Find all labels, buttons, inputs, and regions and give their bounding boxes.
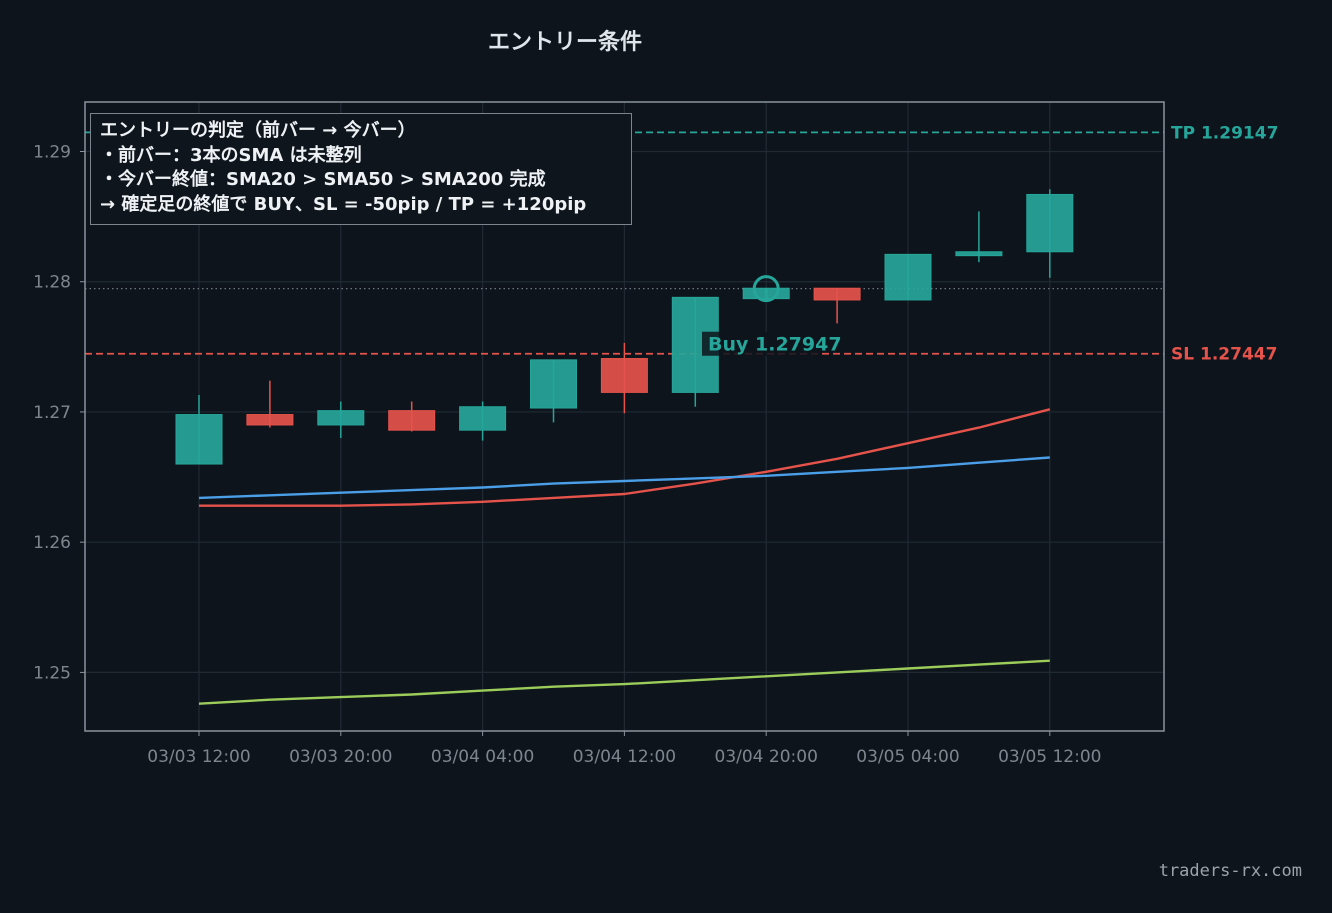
candle-up xyxy=(1026,193,1074,253)
candle-down xyxy=(246,414,294,426)
info-line-4: → 確定足の終値で BUY、SL = -50pip / TP = +120pip xyxy=(100,193,587,215)
sma-line-sma50 xyxy=(198,456,1050,500)
y-tick-label: 1.28 xyxy=(33,273,71,293)
entry-label: Buy 1.27947 xyxy=(708,334,842,356)
sma-line-sma200 xyxy=(198,659,1050,705)
info-line-2: ・前バー：3本のSMA は未整列 xyxy=(100,144,362,166)
candle-up xyxy=(459,406,507,431)
y-tick-label: 1.26 xyxy=(33,533,71,553)
entry-info-box: エントリーの判定（前バー → 今バー） ・前バー：3本のSMA は未整列 ・今バ… xyxy=(90,113,632,225)
sma-line-sma20 xyxy=(199,408,1051,507)
candle-up xyxy=(955,251,1003,257)
chart-title: エントリー条件 xyxy=(487,30,642,55)
candle-up xyxy=(530,359,577,409)
candle-up xyxy=(175,414,223,465)
candle-up xyxy=(884,253,932,301)
x-tick-label: 03/03 20:00 xyxy=(289,747,392,767)
x-tick-label: 03/04 20:00 xyxy=(715,747,818,767)
x-tick-label: 03/05 12:00 xyxy=(998,747,1101,767)
y-tick-label: 1.27 xyxy=(33,403,71,423)
x-tick-label: 03/04 04:00 xyxy=(431,747,534,767)
x-tick-label: 03/03 12:00 xyxy=(147,747,250,767)
plot-frame xyxy=(84,101,1165,732)
watermark: traders-rx.com xyxy=(1158,861,1302,881)
info-line-3: ・今バー終値：SMA20 > SMA50 > SMA200 完成 xyxy=(100,169,546,190)
sl-label: SL 1.27447 xyxy=(1171,345,1277,365)
tp-label: TP 1.29147 xyxy=(1171,123,1278,143)
x-tick-label: 03/04 12:00 xyxy=(573,747,676,767)
x-tick-label: 03/05 04:00 xyxy=(856,747,959,767)
candle-down xyxy=(600,358,648,393)
entry-label-bg xyxy=(702,331,822,356)
candle-down xyxy=(388,410,436,431)
y-tick-label: 1.29 xyxy=(33,142,71,162)
info-line-1: エントリーの判定（前バー → 今バー） xyxy=(100,120,416,141)
y-tick-label: 1.25 xyxy=(33,663,71,683)
candle-up xyxy=(317,410,365,426)
candle-down xyxy=(813,287,861,301)
